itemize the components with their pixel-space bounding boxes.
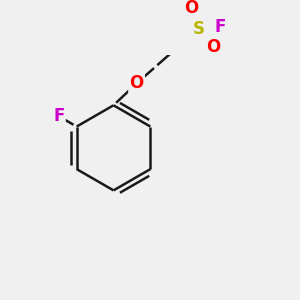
Text: S: S: [193, 20, 205, 38]
Text: O: O: [184, 0, 199, 17]
Text: F: F: [53, 107, 64, 125]
Text: O: O: [130, 74, 144, 92]
Text: O: O: [206, 38, 220, 56]
Text: F: F: [215, 19, 226, 37]
